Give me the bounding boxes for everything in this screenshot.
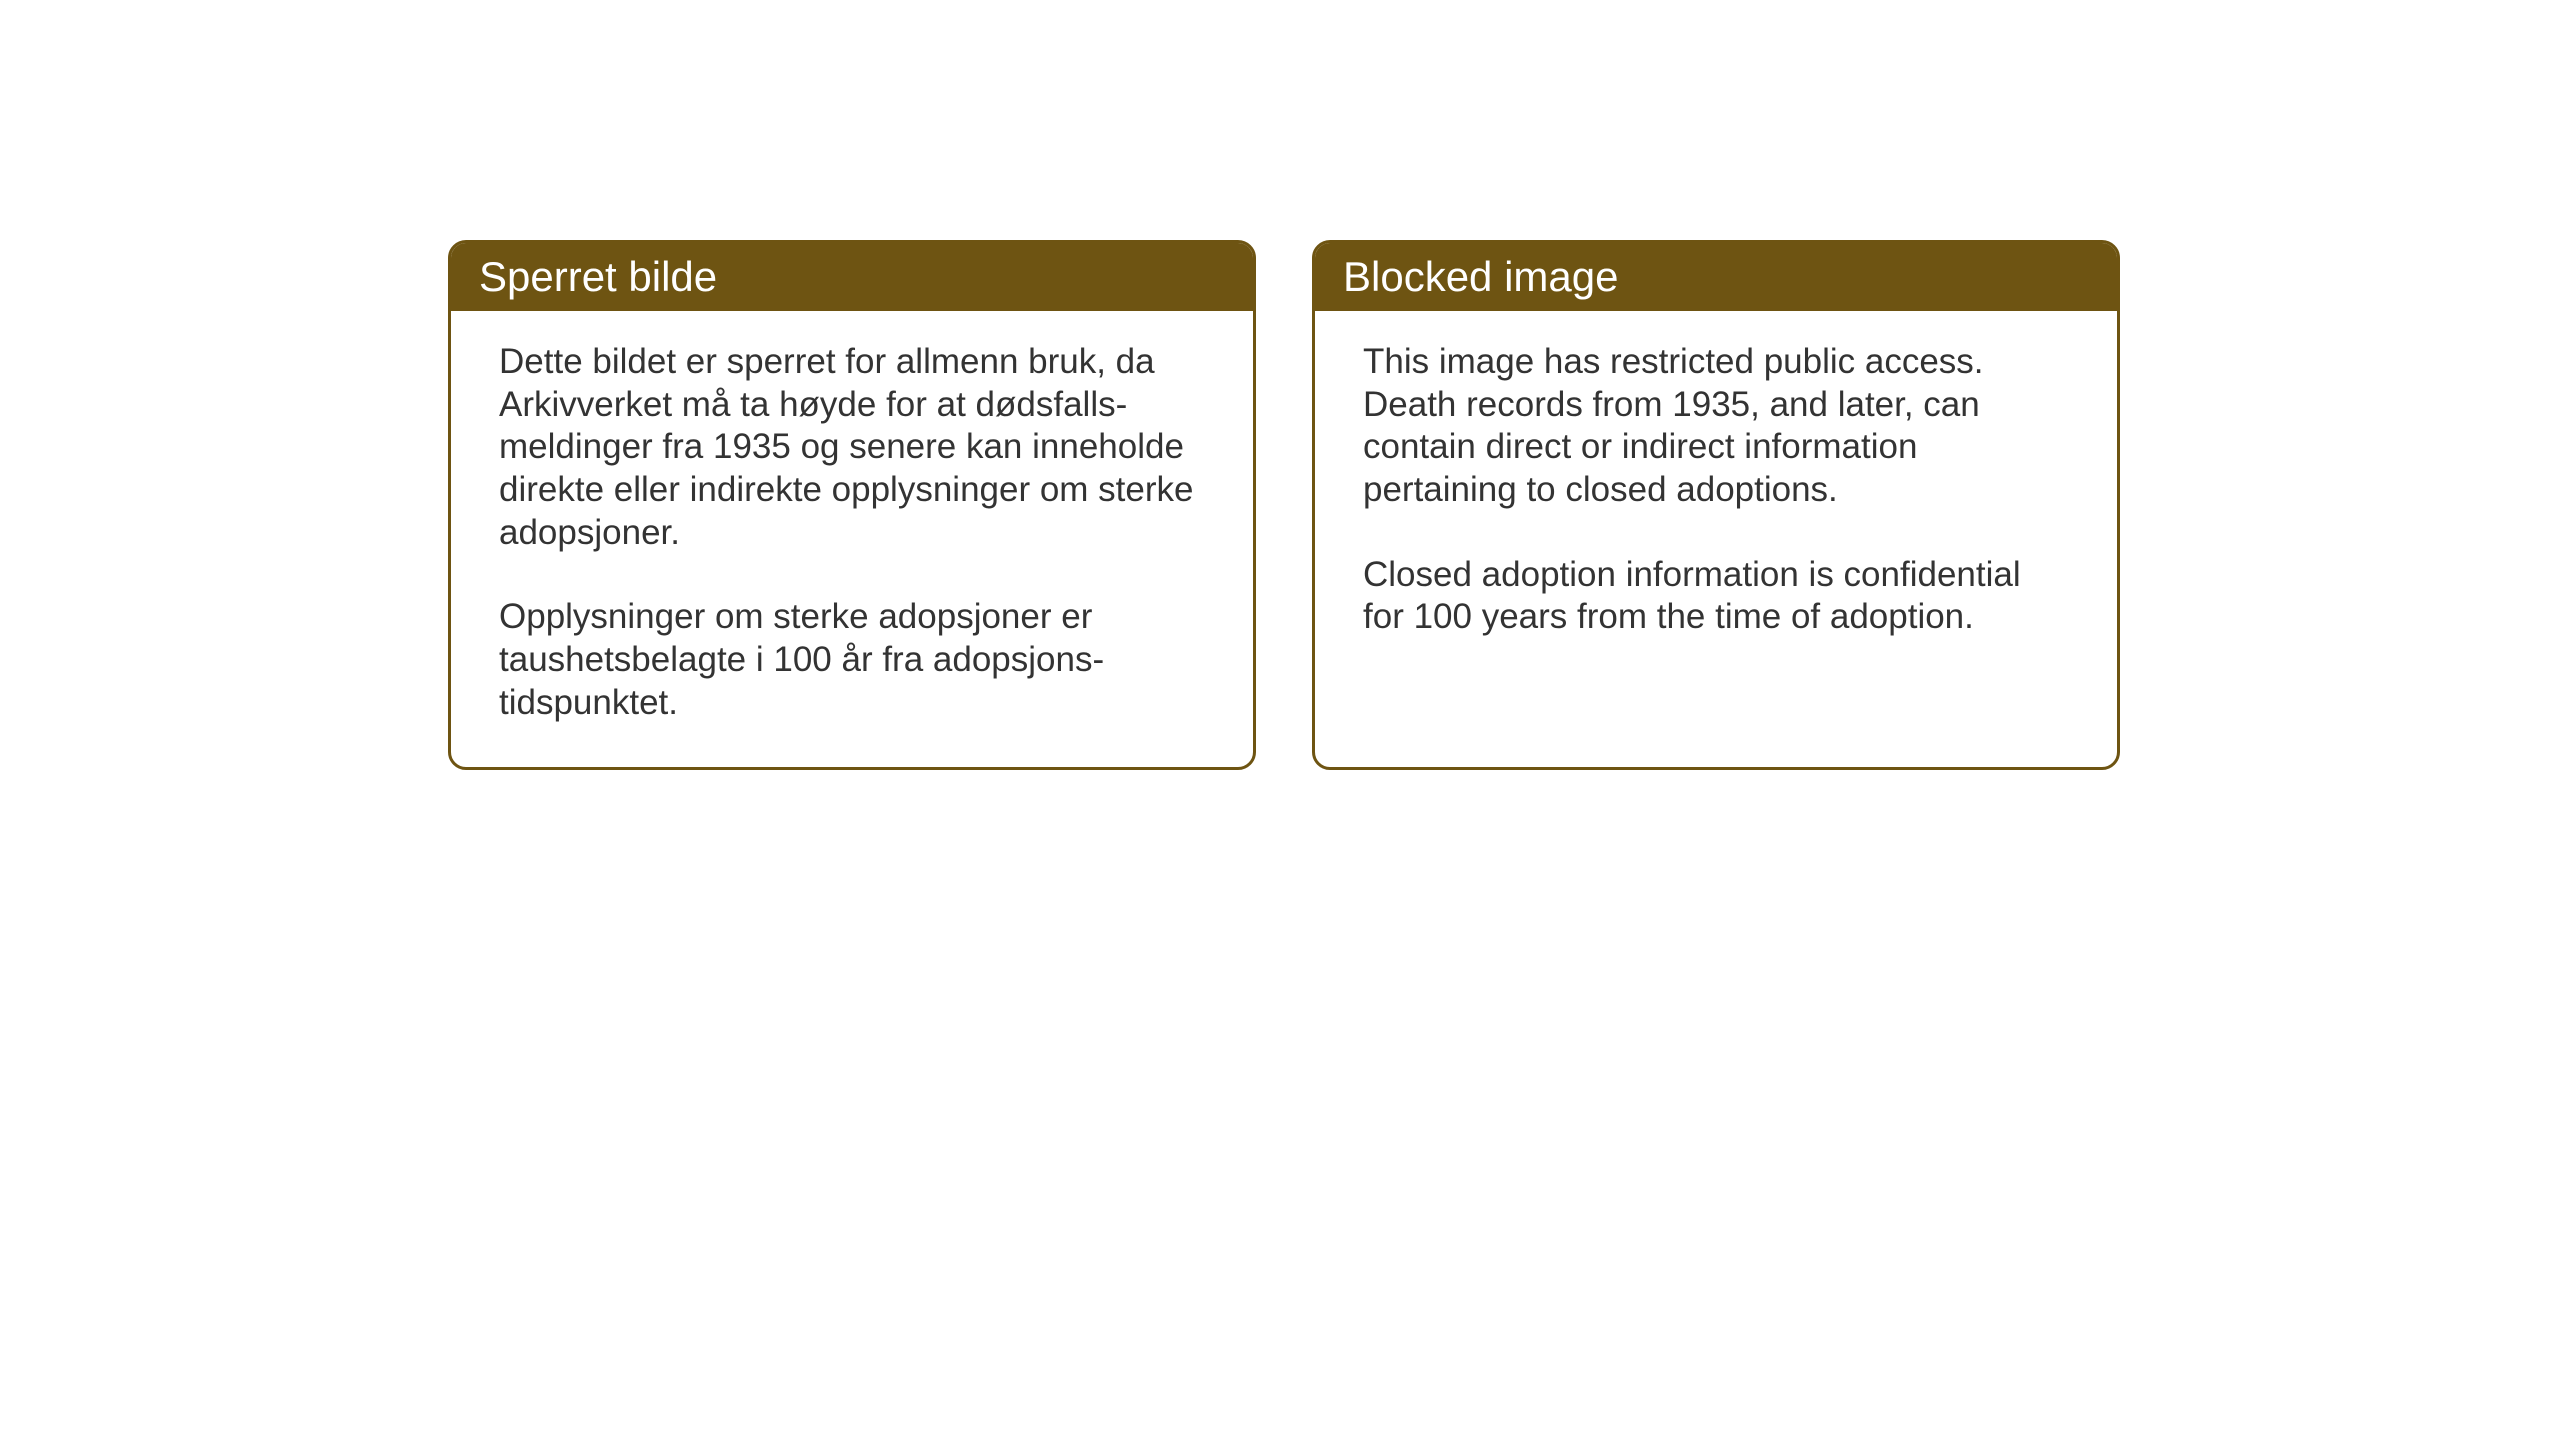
english-card-title: Blocked image [1343,253,1618,300]
english-card-header: Blocked image [1315,243,2117,311]
english-paragraph-1: This image has restricted public access.… [1363,341,2069,512]
english-paragraph-2: Closed adoption information is confident… [1363,554,2069,639]
norwegian-card-body: Dette bildet er sperret for allmenn bruk… [451,311,1253,767]
norwegian-paragraph-2: Opplysninger om sterke adopsjoner er tau… [499,596,1205,724]
norwegian-card-title: Sperret bilde [479,253,717,300]
norwegian-notice-card: Sperret bilde Dette bildet er sperret fo… [448,240,1256,770]
norwegian-paragraph-1: Dette bildet er sperret for allmenn bruk… [499,341,1205,554]
english-card-body: This image has restricted public access.… [1315,311,2117,681]
notice-cards-container: Sperret bilde Dette bildet er sperret fo… [448,240,2120,770]
english-notice-card: Blocked image This image has restricted … [1312,240,2120,770]
norwegian-card-header: Sperret bilde [451,243,1253,311]
